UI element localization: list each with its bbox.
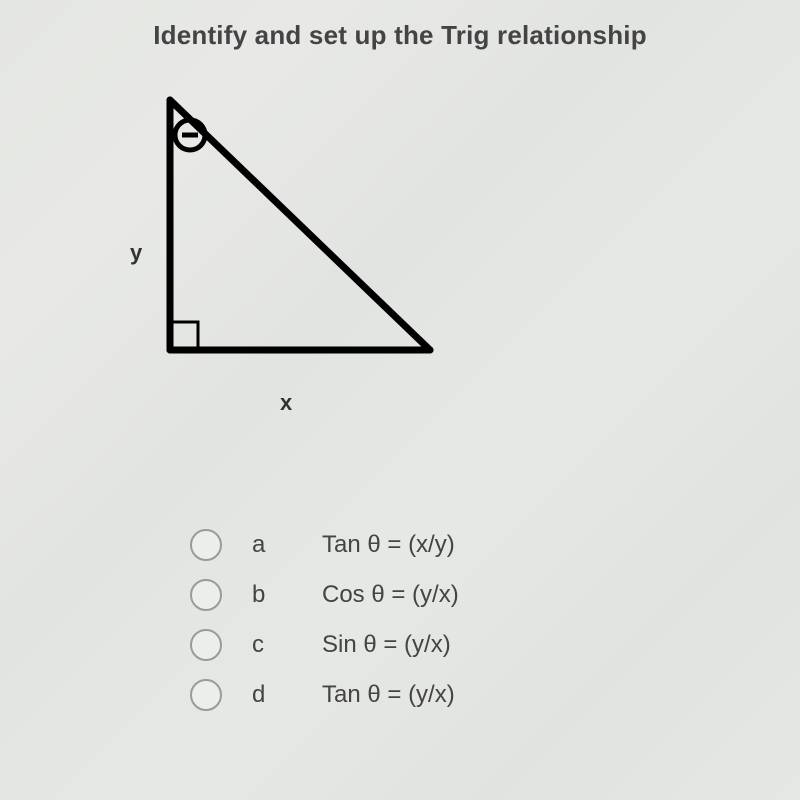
radio-option-d[interactable] <box>190 679 222 711</box>
option-letter: a <box>252 531 322 559</box>
option-letter: d <box>252 681 322 709</box>
quiz-container: Identify and set up the Trig relationshi… <box>0 0 800 800</box>
y-axis-label: y <box>130 240 142 266</box>
triangle-hypotenuse <box>170 100 430 350</box>
option-letter: c <box>252 631 322 659</box>
triangle-figure: y x <box>130 90 490 410</box>
right-angle-marker <box>170 322 198 350</box>
option-letter: b <box>252 581 322 609</box>
x-axis-label: x <box>280 390 292 416</box>
option-row: d Tan θ = (y/x) <box>190 670 670 720</box>
options-list: a Tan θ = (x/y) b Cos θ = (y/x) c Sin θ … <box>190 520 670 720</box>
option-text: Sin θ = (y/x) <box>322 631 451 659</box>
triangle-svg <box>130 90 490 400</box>
radio-option-a[interactable] <box>190 529 222 561</box>
option-text: Cos θ = (y/x) <box>322 581 459 609</box>
radio-option-b[interactable] <box>190 579 222 611</box>
option-row: c Sin θ = (y/x) <box>190 620 670 670</box>
option-text: Tan θ = (x/y) <box>322 531 455 559</box>
option-text: Tan θ = (y/x) <box>322 681 455 709</box>
radio-option-c[interactable] <box>190 629 222 661</box>
question-title: Identify and set up the Trig relationshi… <box>0 20 800 51</box>
option-row: a Tan θ = (x/y) <box>190 520 670 570</box>
option-row: b Cos θ = (y/x) <box>190 570 670 620</box>
